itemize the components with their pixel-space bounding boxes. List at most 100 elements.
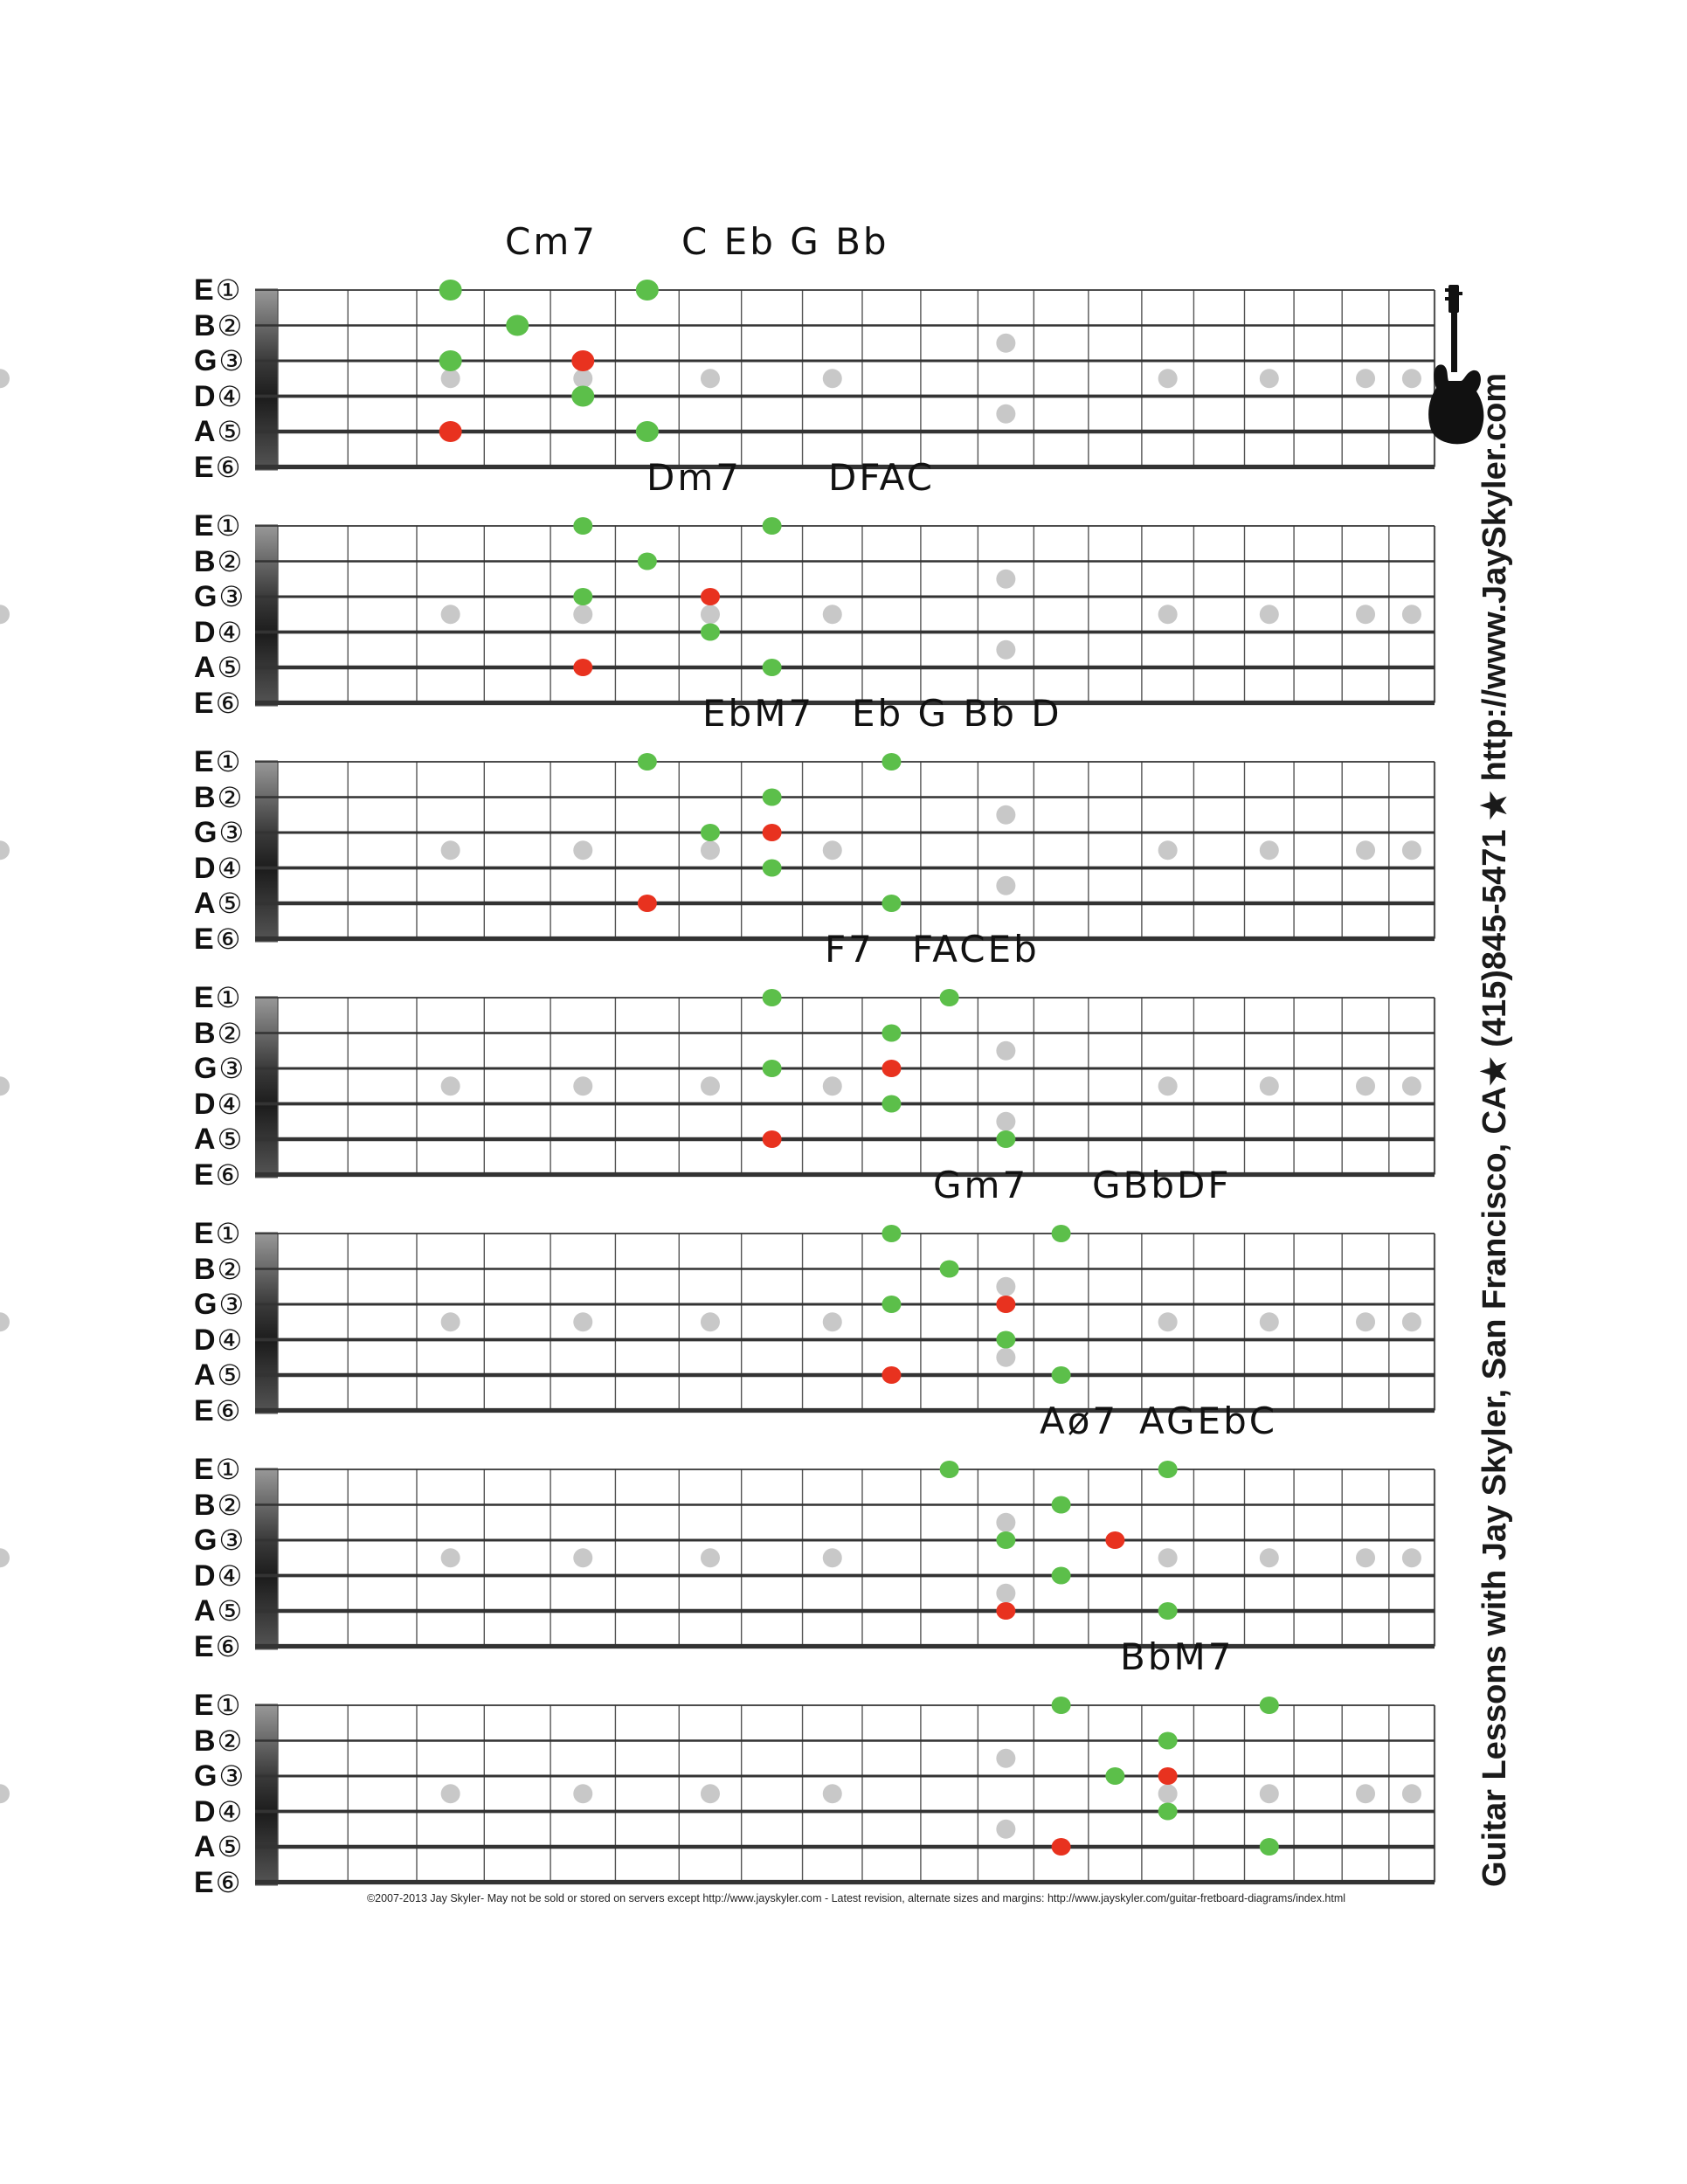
fret-marker [996,404,1016,424]
string-number: ② [217,1724,243,1757]
chord-name: EbM7 [702,692,815,735]
string-letter: E [194,1158,214,1192]
string-number: ⑤ [217,1123,243,1155]
fret-marker [0,1784,10,1804]
string-letter: B [194,1252,216,1286]
chord-tone-dot [439,350,462,371]
fret-marker [1259,1312,1279,1332]
chord-tone-dot [1158,1802,1178,1821]
fret-marker [822,369,842,389]
chord-tone-dot [882,1024,902,1042]
chord-name: Gm7 [933,1164,1029,1206]
string-letter: E [194,922,214,956]
fret-marker [1158,1548,1178,1568]
string-number: ① [215,1218,241,1249]
string-number: ③ [218,581,245,612]
string-letter: E [194,686,214,720]
string-number: ③ [218,1053,245,1084]
string-letter: B [194,544,216,578]
fret-marker [440,840,460,860]
fret-marker [573,1076,593,1096]
fret-marker [822,840,842,860]
string-letter: G [194,816,218,849]
fret-marker [573,605,593,625]
string-letter: B [194,780,216,814]
chord-tone-dot [439,280,462,301]
string-label: B② [194,1254,273,1285]
string-label: E① [194,1454,273,1485]
nut [255,760,278,943]
fret-marker [1401,605,1421,625]
fret-marker [440,1076,460,1096]
string-number: ② [217,309,243,342]
string-label: D④ [194,1089,273,1120]
chord-tone-dot [635,421,659,442]
chord-notes: GBbDF [1092,1164,1232,1206]
string-letter: E [194,1865,214,1899]
chord-tone-dot [882,753,902,771]
string-label: E⑥ [194,1631,273,1662]
string-letter: E [194,450,214,484]
chord-tone-dot [996,1130,1016,1148]
fret-marker [822,1548,842,1568]
string-letter: D [194,1794,216,1828]
fret-marker [1259,1784,1279,1804]
fret-marker [1356,1076,1376,1096]
fret-marker [700,1548,720,1568]
fret-marker [996,1819,1016,1839]
string-number: ④ [217,616,243,648]
string-number: ④ [217,1795,243,1828]
fret-marker [996,569,1016,589]
fret-marker [1401,840,1421,860]
string-label: A⑤ [194,652,273,683]
chord-tone-dot [1051,1566,1071,1585]
fret-marker [1401,369,1421,389]
string-label: E① [194,274,273,306]
string-letter: E [194,745,214,778]
chord-tone-dot [1158,1731,1178,1750]
fretboard-grid [0,753,1436,943]
string-label: A⑤ [194,1595,273,1627]
chord-tone-dot [573,588,593,605]
fret-marker [0,840,10,860]
string-label: E⑥ [194,688,273,719]
fret-marker [700,840,720,860]
fret-marker [1356,1312,1376,1332]
chord-notes: FACEb [912,928,1040,971]
string-number: ① [215,746,241,778]
string-number: ⑤ [217,652,243,683]
string-number: ① [215,1454,241,1485]
string-number: ⑥ [215,1158,241,1191]
chord-tone-dot [939,1461,959,1478]
string-letter: E [194,1453,214,1486]
fret-marker [996,1583,1016,1603]
fret-marker [700,605,720,625]
fret-marker [440,369,460,389]
string-letter: E [194,1393,214,1427]
fret-marker [700,369,720,389]
string-label: B② [194,310,273,342]
string-label: B② [194,782,273,813]
string-label: G③ [194,1053,273,1084]
string-number: ③ [218,1289,245,1320]
chord-tone-dot [882,1095,902,1113]
string-label: A⑤ [194,1831,273,1863]
string-letter: A [194,651,216,684]
string-letter: B [194,1724,216,1758]
string-letter: A [194,1830,216,1863]
string-label: B② [194,546,273,577]
fret-marker [822,1076,842,1096]
string-label: G③ [194,345,273,377]
fret-marker [822,1312,842,1332]
fret-marker [440,605,460,625]
fret-marker [573,840,593,860]
string-letter: E [194,1217,214,1250]
root-note-dot [882,1366,902,1384]
string-label: E① [194,510,273,542]
chord-tone-dot [996,1330,1016,1349]
fret-marker [1356,840,1376,860]
string-letter: G [194,1524,218,1557]
fret-marker [1158,369,1178,389]
chord-notes: DFAC [828,456,935,499]
chord-notes: AGEbC [1139,1400,1278,1442]
